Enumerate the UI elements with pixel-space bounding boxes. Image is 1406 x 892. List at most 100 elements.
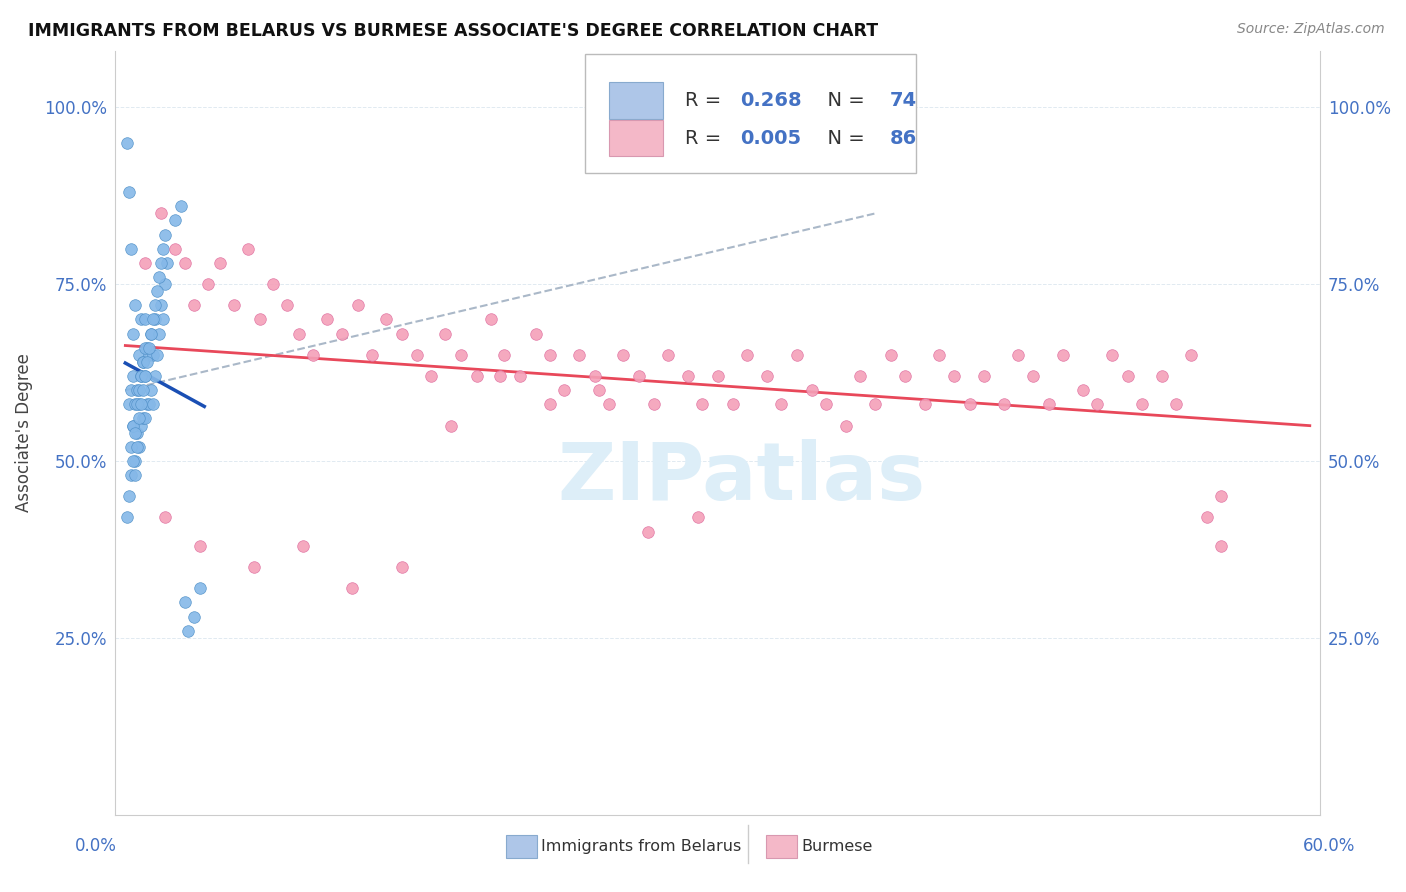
Text: IMMIGRANTS FROM BELARUS VS BURMESE ASSOCIATE'S DEGREE CORRELATION CHART: IMMIGRANTS FROM BELARUS VS BURMESE ASSOC… bbox=[28, 22, 879, 40]
Point bbox=[124, 425, 146, 440]
Point bbox=[142, 348, 165, 362]
Point bbox=[236, 242, 259, 256]
Point bbox=[143, 312, 166, 326]
Point bbox=[706, 369, 728, 384]
Text: 74: 74 bbox=[890, 91, 917, 110]
Point bbox=[1164, 397, 1187, 411]
Point bbox=[156, 256, 179, 270]
Text: 0.005: 0.005 bbox=[741, 128, 801, 147]
Point bbox=[342, 581, 364, 595]
Point bbox=[815, 397, 838, 411]
Point bbox=[134, 369, 156, 384]
Point bbox=[183, 298, 205, 312]
Point bbox=[1085, 397, 1108, 411]
Point bbox=[188, 539, 211, 553]
Point bbox=[1209, 489, 1232, 503]
Point bbox=[880, 348, 903, 362]
Point bbox=[538, 348, 561, 362]
Point bbox=[118, 185, 141, 199]
Point bbox=[249, 312, 271, 326]
Point bbox=[959, 397, 981, 411]
Point bbox=[291, 539, 314, 553]
Text: Burmese: Burmese bbox=[801, 839, 873, 854]
Point bbox=[163, 213, 186, 227]
Point bbox=[132, 355, 155, 369]
Point bbox=[136, 355, 159, 369]
Point bbox=[627, 369, 650, 384]
Text: N =: N = bbox=[815, 128, 872, 147]
Point bbox=[173, 595, 195, 609]
Point bbox=[374, 312, 396, 326]
Point bbox=[1130, 397, 1153, 411]
Point bbox=[163, 242, 186, 256]
Point bbox=[127, 397, 149, 411]
Point bbox=[134, 341, 156, 355]
Point bbox=[132, 383, 155, 397]
Point bbox=[152, 242, 174, 256]
Point bbox=[769, 397, 792, 411]
Point bbox=[928, 348, 950, 362]
Point bbox=[347, 298, 370, 312]
Point bbox=[139, 326, 162, 341]
Point bbox=[142, 397, 165, 411]
Point bbox=[127, 425, 149, 440]
Point bbox=[142, 312, 165, 326]
Point bbox=[177, 624, 200, 638]
Point bbox=[1022, 369, 1045, 384]
Point bbox=[183, 609, 205, 624]
Point bbox=[129, 397, 152, 411]
Point bbox=[134, 369, 156, 384]
Point bbox=[129, 369, 152, 384]
FancyBboxPatch shape bbox=[585, 54, 917, 173]
Point bbox=[1038, 397, 1060, 411]
Point bbox=[657, 348, 679, 362]
Point bbox=[1150, 369, 1173, 384]
Point bbox=[173, 256, 195, 270]
Point bbox=[124, 454, 146, 468]
Point bbox=[943, 369, 966, 384]
Point bbox=[128, 397, 150, 411]
Point bbox=[479, 312, 502, 326]
Point bbox=[406, 348, 429, 362]
Point bbox=[129, 418, 152, 433]
Point bbox=[120, 383, 142, 397]
Point bbox=[122, 326, 145, 341]
Point bbox=[1052, 348, 1074, 362]
Point bbox=[686, 510, 709, 524]
Point bbox=[440, 418, 463, 433]
Point bbox=[132, 411, 155, 425]
Point bbox=[598, 397, 620, 411]
Text: Source: ZipAtlas.com: Source: ZipAtlas.com bbox=[1237, 22, 1385, 37]
Point bbox=[568, 348, 591, 362]
Point bbox=[1101, 348, 1123, 362]
Point bbox=[169, 199, 191, 213]
Point bbox=[122, 418, 145, 433]
Point bbox=[553, 383, 575, 397]
Point bbox=[222, 298, 245, 312]
Point bbox=[128, 411, 150, 425]
Point bbox=[690, 397, 713, 411]
Point bbox=[197, 277, 219, 291]
Point bbox=[288, 326, 311, 341]
Point bbox=[755, 369, 778, 384]
Text: 86: 86 bbox=[890, 128, 917, 147]
Text: 0.0%: 0.0% bbox=[75, 837, 117, 855]
Point bbox=[1209, 539, 1232, 553]
Point bbox=[129, 369, 152, 384]
Point bbox=[434, 326, 457, 341]
Text: 60.0%: 60.0% bbox=[1302, 837, 1355, 855]
Point bbox=[138, 341, 160, 355]
Point bbox=[835, 418, 858, 433]
Point bbox=[124, 397, 146, 411]
Point bbox=[136, 397, 159, 411]
Point bbox=[153, 277, 176, 291]
Point bbox=[129, 312, 152, 326]
Point bbox=[124, 298, 146, 312]
Point bbox=[276, 298, 298, 312]
Point bbox=[1116, 369, 1139, 384]
Point bbox=[262, 277, 284, 291]
Point bbox=[509, 369, 531, 384]
Point bbox=[465, 369, 488, 384]
Point bbox=[118, 397, 141, 411]
Point bbox=[865, 397, 887, 411]
